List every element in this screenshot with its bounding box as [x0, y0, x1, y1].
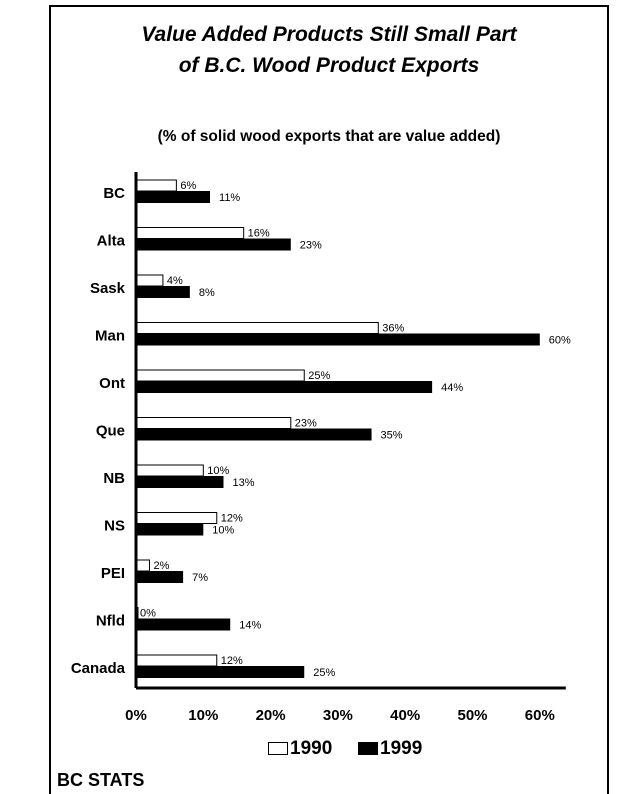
- bar-1990-alta: [135, 227, 245, 239]
- data-label-1990-que: 23%: [295, 418, 317, 430]
- category-label-sask: Sask: [90, 280, 126, 297]
- legend-swatch-1990: [268, 742, 288, 755]
- data-label-1990-pei: 2%: [153, 560, 169, 572]
- bar-1990-nb: [135, 464, 204, 477]
- legend-label-1999: 1999: [380, 738, 423, 759]
- bar-1990-man: [135, 322, 379, 334]
- chart-subtitle: (% of solid wood exports that are value …: [157, 128, 501, 145]
- bar-1990-canada: [135, 654, 218, 667]
- bar-1999-ns: [136, 523, 204, 536]
- bar-1999-pei: [136, 571, 184, 583]
- data-label-1999-pei: 7%: [192, 572, 208, 584]
- x-tick-label-40: 40%: [390, 707, 420, 724]
- x-tick-label-30: 30%: [323, 707, 353, 724]
- data-label-1990-alta: 16%: [248, 228, 270, 240]
- chart-title-line-2: of B.C. Wood Product Exports: [178, 54, 480, 77]
- legend-swatch-1999: [358, 742, 378, 755]
- chart-frame: [49, 5, 609, 794]
- bar-1990-ont: [135, 369, 305, 382]
- chart-title-line-1: Value Added Products Still Small Part: [141, 23, 517, 46]
- legend-label-1990: 1990: [290, 738, 333, 759]
- x-tick-label-20: 20%: [256, 707, 286, 724]
- category-label-ont: Ont: [99, 375, 125, 392]
- footer-source: BC STATS: [57, 770, 145, 790]
- data-label-1999-canada: 25%: [313, 667, 335, 679]
- category-label-bc: BC: [103, 185, 125, 202]
- category-label-alta: Alta: [97, 233, 126, 250]
- bar-1999-nb: [136, 476, 224, 488]
- bar-1990-sask: [135, 274, 164, 287]
- x-tick-label-50: 50%: [457, 707, 487, 724]
- data-label-1990-sask: 4%: [167, 275, 183, 287]
- category-label-canada: Canada: [71, 660, 126, 677]
- category-label-nfld: Nfld: [96, 613, 125, 630]
- bar-1999-sask: [136, 286, 190, 298]
- data-label-1999-sask: 8%: [199, 287, 215, 299]
- data-label-1999-nb: 13%: [232, 477, 254, 489]
- data-label-1999-bc: 11%: [219, 192, 240, 204]
- category-label-ns: NS: [104, 518, 125, 535]
- data-label-1999-alta: 23%: [300, 240, 322, 252]
- data-label-1990-nb: 10%: [207, 465, 229, 477]
- category-label-man: Man: [95, 328, 125, 345]
- x-tick-label-0: 0%: [125, 707, 147, 724]
- x-tick-label-60: 60%: [525, 707, 555, 724]
- bar-1999-alta: [136, 238, 291, 251]
- data-label-1999-ns: 10%: [212, 525, 234, 537]
- x-tick-label-10: 10%: [188, 707, 218, 724]
- data-label-1990-bc: 6%: [180, 180, 196, 192]
- legend-item-1999: 1999: [358, 738, 422, 760]
- bar-1999-nfld: [136, 618, 231, 631]
- data-label-1999-man: 60%: [549, 335, 571, 347]
- category-label-que: Que: [96, 423, 125, 440]
- category-label-nb: NB: [103, 470, 125, 487]
- bar-1999-que: [136, 428, 372, 441]
- bar-1990-pei: [135, 559, 150, 572]
- bar-1999-canada: [136, 666, 305, 678]
- data-label-1990-man: 36%: [382, 323, 404, 335]
- data-label-1990-ns: 12%: [221, 513, 243, 525]
- legend-item-1990: 1990: [268, 738, 332, 760]
- bar-1999-bc: [136, 191, 211, 203]
- data-label-1999-ont: 44%: [441, 382, 463, 394]
- bar-1990-que: [135, 417, 292, 429]
- category-label-pei: PEI: [101, 565, 125, 582]
- bar-1999-ont: [136, 381, 433, 393]
- bar-1990-bc: [135, 179, 177, 192]
- data-label-1999-nfld: 14%: [239, 620, 261, 632]
- bar-1999-man: [136, 333, 540, 346]
- data-label-1990-nfld: 0%: [140, 608, 156, 620]
- data-label-1990-canada: 12%: [221, 655, 243, 667]
- data-label-1990-ont: 25%: [308, 370, 330, 382]
- bar-1990-ns: [135, 512, 218, 524]
- data-label-1999-que: 35%: [381, 430, 403, 442]
